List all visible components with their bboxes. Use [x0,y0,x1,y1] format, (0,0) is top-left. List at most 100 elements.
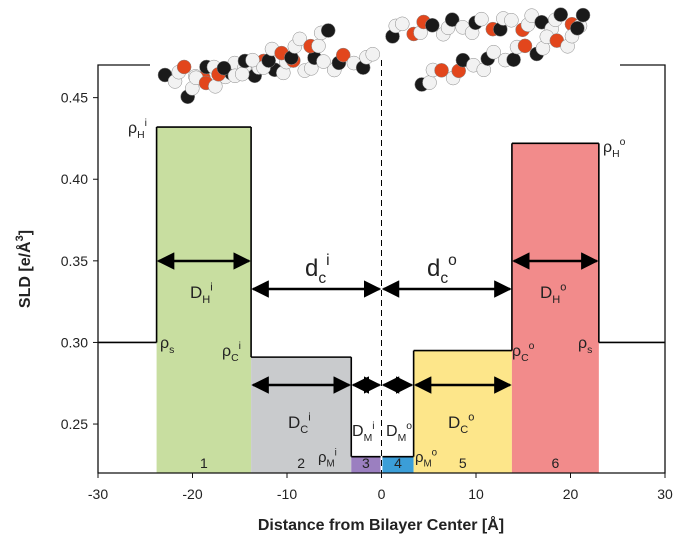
annotation: DMo [386,421,412,444]
annotation-base: d [427,255,440,282]
annotation-base: ρ [512,343,521,360]
x-tick-label: 20 [563,486,579,502]
atom [425,18,440,33]
annotation-sup: o [432,447,438,458]
annotation: ρs [160,335,174,356]
atom [235,66,250,82]
y-axis-title-part: ] [17,230,34,235]
annotation-sup: o [406,421,412,432]
annotation-sup: o [468,411,474,423]
annotation-sup: i [308,411,310,423]
annotation-sup: i [326,252,329,269]
annotation: dci [305,252,330,287]
annotation-sub: c [440,270,448,287]
atom [570,21,585,36]
annotation-sub: H [202,294,210,306]
x-tick-label: -10 [277,486,297,502]
annotation-sub: M [364,433,373,444]
x-tick-label: -20 [182,486,202,502]
annotation-base: ρ [318,449,327,466]
annotation-sub: H [137,130,145,141]
annotation-sub: s [169,345,174,356]
annotation-base: D [448,413,460,432]
annotation-sub: s [587,345,592,356]
atom [506,52,521,67]
atom [245,52,260,68]
annotation: dco [427,252,457,287]
annotation: DHo [540,281,566,306]
annotation: ρMi [318,447,337,469]
x-tick-label: 0 [378,486,386,502]
y-tick-label: 0.35 [61,253,88,269]
slab-number: 2 [297,455,305,471]
annotation-sup: o [620,137,626,148]
y-tick-label: 0.45 [61,90,88,106]
annotation-sup: i [335,447,337,458]
annotation-sup: i [239,341,241,352]
annotation-sub: C [231,353,239,364]
annotation-sub: M [424,459,432,470]
annotation-base: ρ [128,120,137,137]
annotation-sup: i [145,118,147,129]
atom [176,59,192,75]
annotation-sub: H [612,149,620,160]
atom [335,47,351,63]
annotation-base: ρ [222,343,231,360]
slab [351,456,381,473]
annotation-sub: M [327,459,335,470]
atom [486,44,501,60]
y-axis-title-sup: 3 [14,235,26,241]
annotation: ρMo [415,447,438,469]
atom [422,75,437,90]
annotation-sup: i [372,421,374,432]
slab-number: 4 [394,455,402,471]
atom [316,54,331,69]
slab [511,143,599,473]
y-tick-label: 0.25 [61,416,88,432]
annotation-base: ρ [160,335,169,352]
annotation: ρs [578,335,592,356]
annotation-base: ρ [603,139,612,156]
slab-number: 3 [362,455,370,471]
annotation-sub: C [300,424,308,436]
annotation: ρHi [128,118,147,141]
x-axis-title: Distance from Bilayer Center [Å] [258,515,504,534]
atom [311,38,326,54]
slab-number: 1 [200,455,208,471]
annotation-sub: C [521,353,529,364]
annotation: ρCi [222,341,241,364]
annotation-base: ρ [415,449,424,466]
atom [444,12,460,27]
x-tick-label: -30 [88,486,108,502]
slab [156,127,252,474]
annotation-sub: c [318,270,326,287]
x-tick-label: 10 [468,486,484,502]
atom [553,7,568,22]
y-tick-label: 0.30 [61,334,88,350]
y-axis-title: SLD [e/Å3] [14,230,34,308]
atom [517,38,533,54]
annotation-sup: o [448,252,457,269]
annotation: ρHo [603,137,626,160]
atom [395,16,410,32]
atom [575,7,591,23]
atom [292,31,308,47]
annotation: DCo [448,411,474,436]
atom [474,11,489,27]
annotation-base: D [288,413,300,432]
annotation-sup: o [560,281,566,293]
atom [365,46,380,62]
annotation: ρCo [512,341,535,364]
atom [434,63,449,78]
atom [208,79,223,94]
slab-number: 5 [459,455,467,471]
y-tick-label: 0.40 [61,171,88,187]
atom [216,60,232,76]
slab [382,456,414,473]
annotation-base: ρ [578,335,587,352]
annotation-sup: o [529,341,535,352]
annotation-base: D [386,423,398,440]
slab-number: 6 [551,455,559,471]
y-axis-title-part: SLD [e/Å [15,241,34,308]
